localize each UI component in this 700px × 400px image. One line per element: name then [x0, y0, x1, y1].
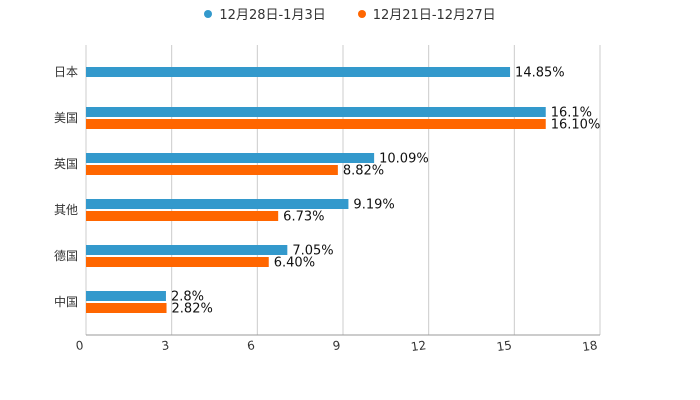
data-label: 2.8% — [171, 290, 204, 305]
x-tick-label: 18 — [581, 338, 598, 354]
data-label: 6.40% — [274, 256, 315, 271]
bar-series-2[interactable] — [86, 165, 338, 175]
bar-series-1[interactable] — [86, 153, 375, 163]
bar-series-1[interactable] — [86, 291, 166, 301]
legend-marker-series-2-icon — [357, 9, 366, 18]
data-label: 2.82% — [172, 302, 213, 317]
data-label: 16.10% — [551, 118, 601, 133]
data-label: 16.1% — [551, 106, 592, 121]
x-tick-label: 12 — [410, 338, 427, 354]
data-label: 9.19% — [353, 198, 394, 213]
bar-series-2[interactable] — [86, 211, 279, 221]
bar-series-1[interactable] — [86, 199, 349, 209]
category-label: 日本 — [54, 65, 78, 79]
bar-series-2[interactable] — [86, 119, 546, 129]
data-label: 10.09% — [379, 152, 429, 167]
bar-series-1[interactable] — [86, 67, 511, 77]
legend-label-series-2: 12月21日-12月27日 — [372, 8, 496, 23]
category-label: 德国 — [54, 248, 78, 263]
x-tick-label: 3 — [161, 338, 171, 353]
bar-series-1[interactable] — [86, 245, 288, 255]
data-label: 7.05% — [292, 244, 333, 259]
category-label: 英国 — [54, 157, 78, 171]
bar-series-2[interactable] — [86, 257, 269, 267]
x-tick-label: 15 — [496, 338, 513, 354]
legend: 12月28日-1月3日 12月21日-12月27日 — [0, 4, 700, 23]
data-label: 6.73% — [283, 210, 324, 225]
legend-item-series-1[interactable]: 12月28日-1月3日 — [204, 4, 326, 23]
x-tick-label: 6 — [246, 338, 256, 353]
legend-item-series-2[interactable]: 12月21日-12月27日 — [357, 4, 496, 23]
category-label: 中国 — [54, 294, 78, 309]
category-label: 其他 — [54, 203, 78, 217]
data-label: 14.85% — [515, 66, 565, 81]
x-tick-label: 0 — [75, 338, 85, 353]
legend-label-series-1: 12月28日-1月3日 — [219, 8, 326, 23]
bar-series-2[interactable] — [86, 303, 167, 313]
x-tick-label: 9 — [332, 338, 342, 353]
bar-series-1[interactable] — [86, 107, 546, 117]
category-label: 美国 — [54, 111, 78, 125]
data-label: 8.82% — [343, 164, 384, 179]
legend-marker-series-1-icon — [204, 9, 213, 18]
